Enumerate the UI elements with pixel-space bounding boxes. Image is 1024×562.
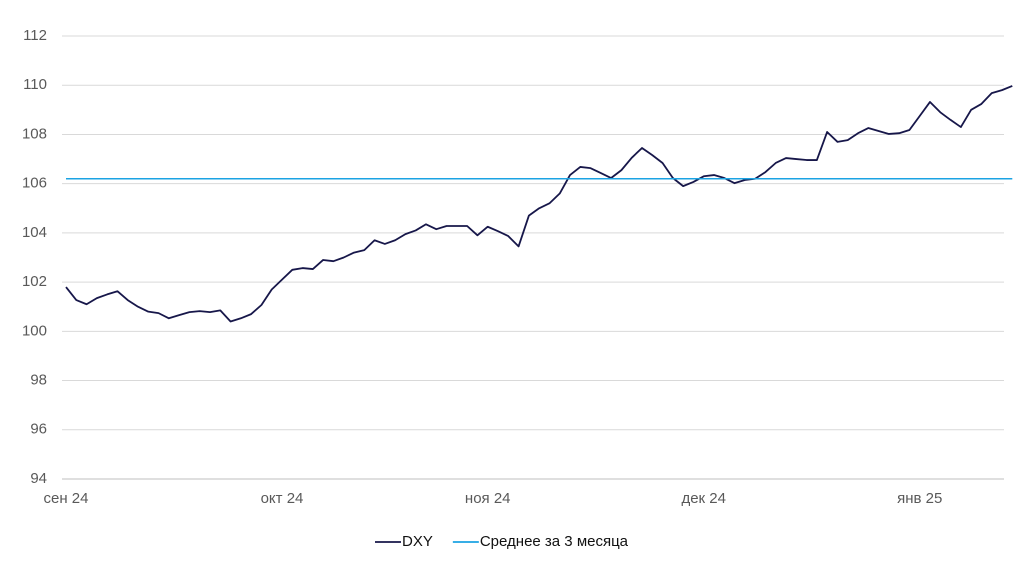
y-tick-label: 104: [22, 224, 47, 241]
data-line: [65, 85, 1013, 323]
x-tick-label: янв 25: [897, 490, 942, 507]
x-tick-label: ноя 24: [465, 490, 511, 507]
y-tick-label: 96: [30, 421, 47, 438]
y-tick-label: 100: [22, 322, 47, 339]
y-tick-label: 94: [30, 470, 47, 487]
x-tick-label: сен 24: [44, 490, 89, 507]
y-tick-label: 108: [22, 125, 47, 142]
y-tick-label: 98: [30, 372, 47, 389]
legend-label: Среднее за 3 месяца: [480, 533, 629, 550]
y-tick-label: 112: [23, 27, 47, 44]
y-tick-label: 102: [22, 273, 47, 290]
y-tick-label: 106: [22, 175, 47, 192]
x-tick-label: дек 24: [681, 490, 726, 507]
legend-label: DXY: [402, 533, 433, 550]
y-tick-label: 110: [23, 76, 47, 93]
x-tick-label: окт 24: [261, 490, 304, 507]
